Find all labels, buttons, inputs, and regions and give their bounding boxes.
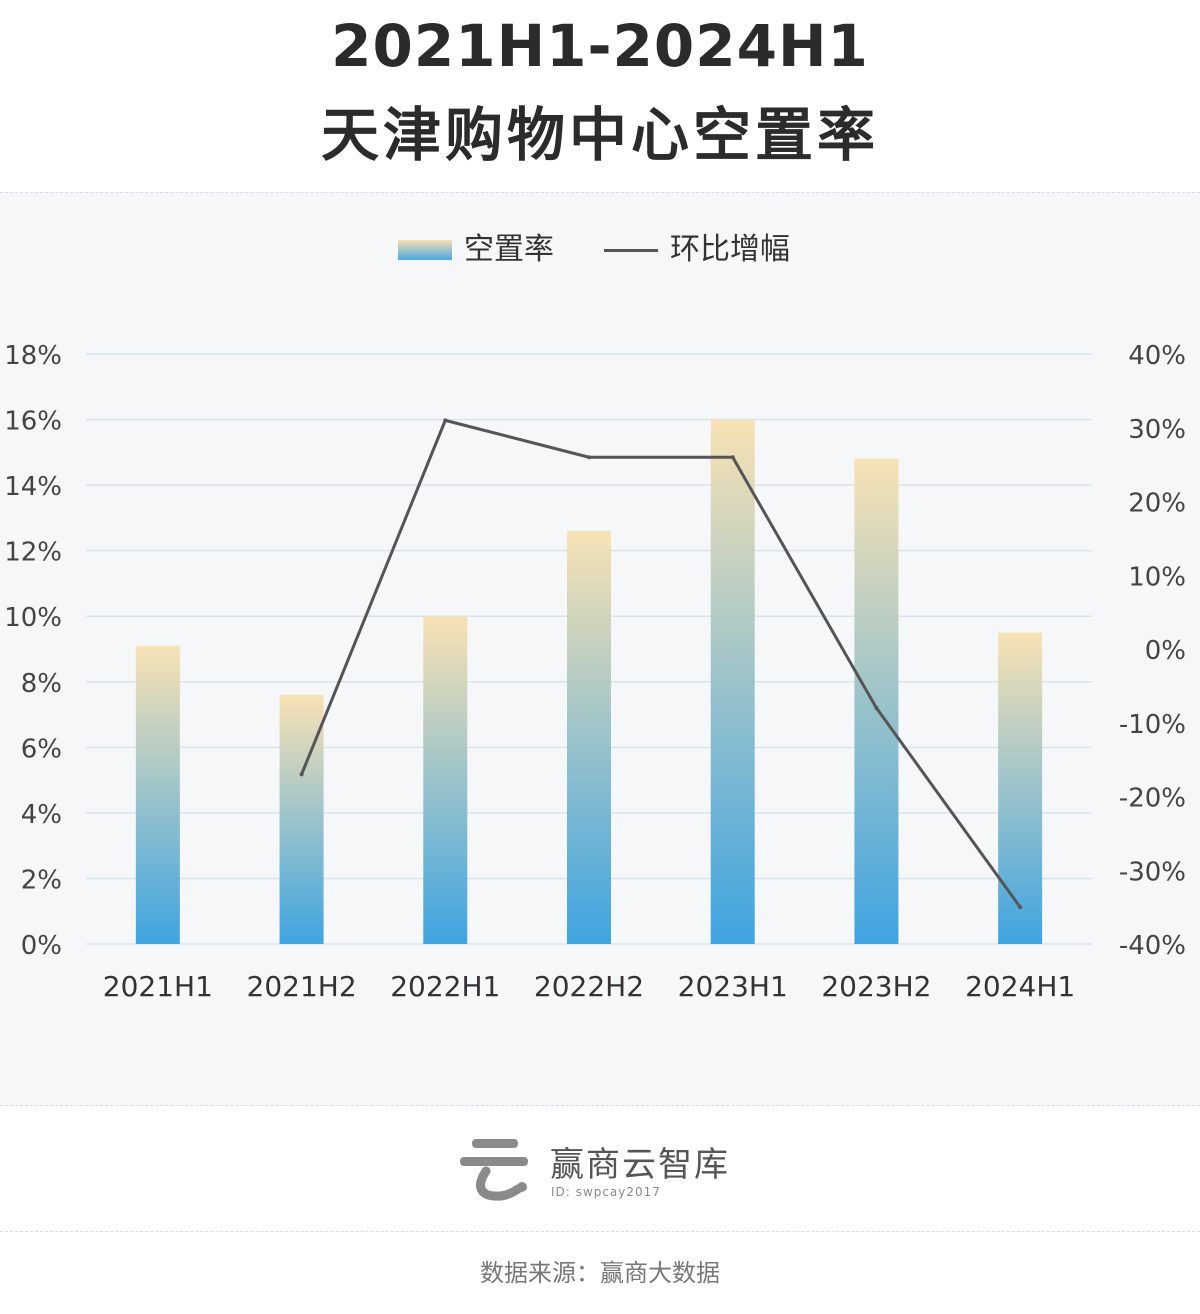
line-point xyxy=(587,455,591,460)
right-tick-label: 40% xyxy=(1128,341,1186,371)
left-tick-label: 14% xyxy=(4,472,62,502)
legend: 空置率 环比增幅 xyxy=(0,228,1200,272)
bar xyxy=(135,645,180,944)
line-point xyxy=(874,706,879,710)
combo-chart: 0% 2% 4% 6% 8% 10% 12% 14% 16% 18% -40% -30% -20% -1… xyxy=(4,341,1186,1003)
right-tick-label: 20% xyxy=(1128,489,1186,519)
line-point xyxy=(299,772,304,777)
left-tick-label: 16% xyxy=(4,407,62,437)
bar-series xyxy=(135,419,1043,944)
left-tick-label: 2% xyxy=(21,865,62,895)
line-point xyxy=(443,418,448,423)
left-tick-label: 6% xyxy=(21,734,62,764)
left-tick-label: 4% xyxy=(21,800,62,830)
x-tick-label: 2022H2 xyxy=(534,970,644,1003)
x-tick-label: 2023H2 xyxy=(821,970,931,1003)
left-tick-label: 12% xyxy=(4,538,62,568)
x-tick-label: 2021H1 xyxy=(103,970,213,1003)
bar xyxy=(423,616,468,944)
legend-bar-label: 空置率 xyxy=(464,232,554,267)
right-axis: -40% -30% -20% -10% 0% 10% 20% 30% 40% xyxy=(1119,341,1186,961)
chart-title-line2: 天津购物中心空置率 xyxy=(320,101,879,169)
right-tick-label: 30% xyxy=(1128,415,1186,445)
line-series xyxy=(299,418,1023,910)
line-path xyxy=(300,418,1022,909)
left-axis: 0% 2% 4% 6% 8% 10% 12% 14% 16% 18% xyxy=(4,341,62,961)
data-source: 数据来源：赢商大数据 xyxy=(0,1231,1200,1304)
right-tick-label: 0% xyxy=(1145,636,1186,666)
title-block: 2021H1-2024H1 天津购物中心空置率 xyxy=(0,0,1200,192)
right-tick-label: -10% xyxy=(1119,710,1186,740)
bar xyxy=(998,632,1043,944)
legend-line-swatch xyxy=(604,249,658,252)
brand-id: ID: swpcay2017 xyxy=(551,1185,661,1199)
right-tick-label: -30% xyxy=(1119,857,1186,887)
legend-line-label: 环比增幅 xyxy=(670,232,790,267)
x-tick-label: 2022H1 xyxy=(390,970,500,1003)
left-tick-label: 10% xyxy=(4,603,62,633)
brand-name: 赢商云智库 xyxy=(550,1145,730,1185)
bar xyxy=(567,531,611,944)
chart-title-line1: 2021H1-2024H1 xyxy=(331,12,869,80)
brand-logo-icon xyxy=(460,1139,528,1201)
bar xyxy=(854,458,899,944)
bar xyxy=(710,419,755,944)
left-tick-label: 0% xyxy=(21,931,62,961)
line-point xyxy=(730,455,735,460)
brand-logo-area: 赢商云智库 ID: swpcay2017 xyxy=(0,1105,1200,1230)
left-tick-label: 18% xyxy=(4,341,62,371)
right-tick-label: -20% xyxy=(1119,784,1186,814)
right-tick-label: 10% xyxy=(1128,562,1186,592)
left-tick-label: 8% xyxy=(21,669,62,699)
legend-bar-swatch xyxy=(398,240,452,260)
x-tick-label: 2021H2 xyxy=(247,970,357,1003)
bar xyxy=(279,694,324,944)
x-tick-label: 2023H1 xyxy=(678,970,788,1003)
right-tick-label: -40% xyxy=(1119,931,1186,961)
x-axis: 2021H1 2021H2 2022H1 2022H2 2023H1 2023H2 2024… xyxy=(103,970,1075,1003)
line-point xyxy=(1018,905,1023,910)
x-tick-label: 2024H1 xyxy=(965,970,1075,1003)
